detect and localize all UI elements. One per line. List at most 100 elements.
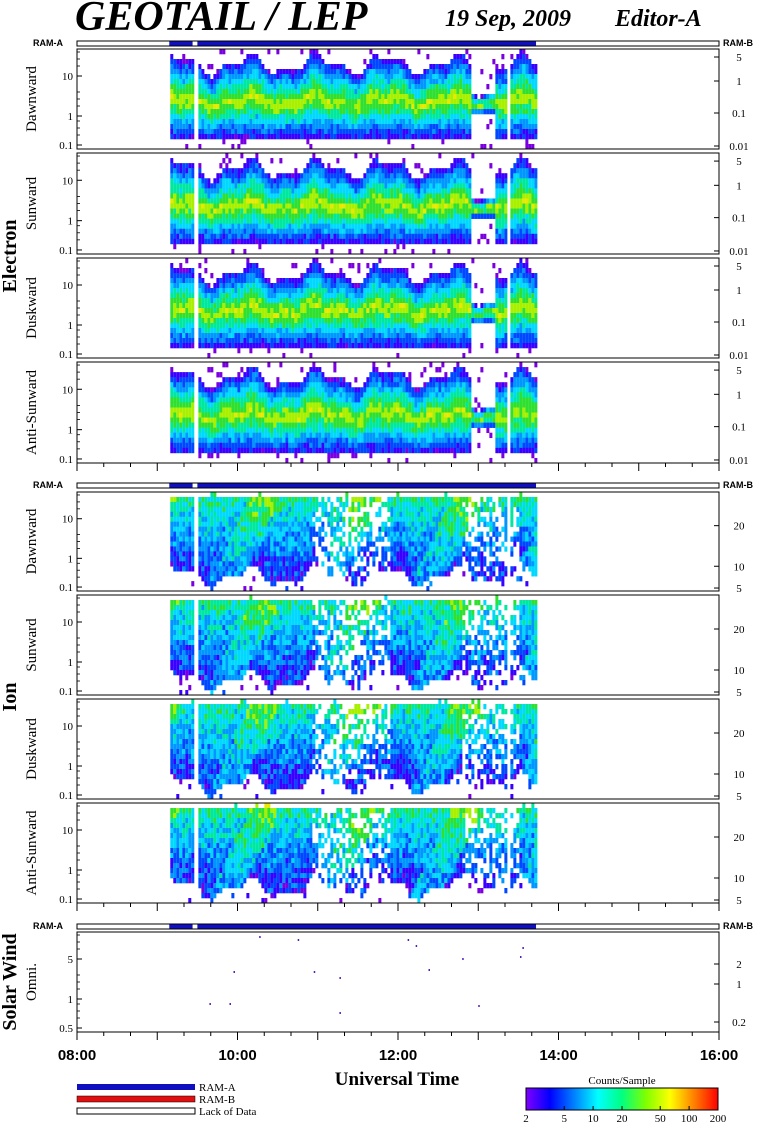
spectrogram-cell xyxy=(258,104,262,110)
spectrogram-cell xyxy=(354,283,358,289)
spectrogram-cell xyxy=(273,328,277,334)
spectrogram-cell xyxy=(294,263,298,269)
spectrogram-cell xyxy=(315,288,319,294)
spectrogram-cell xyxy=(288,233,292,240)
spectrogram-cell xyxy=(531,134,535,140)
spectrogram-cell xyxy=(276,183,280,189)
spectrogram-cell xyxy=(185,318,189,324)
spectrogram-cell xyxy=(201,124,205,130)
spectrogram-cell xyxy=(188,99,192,105)
spectrogram-cell xyxy=(348,323,352,329)
spectrogram-cell xyxy=(297,193,301,199)
spectrogram-cell xyxy=(216,278,220,284)
spectrogram-cell xyxy=(306,283,310,289)
spectrogram-cell xyxy=(366,124,370,130)
spectrogram-cell xyxy=(261,173,265,179)
spectrogram-cell xyxy=(363,328,367,334)
spectrogram-cell xyxy=(423,193,427,199)
spectrogram-cell xyxy=(294,193,298,199)
spectrogram-cell xyxy=(273,228,277,235)
spectrogram-cell xyxy=(170,313,174,319)
spectrogram-cell xyxy=(387,308,391,314)
spectrogram-cell xyxy=(510,188,514,194)
spectrogram-cell xyxy=(255,268,259,274)
spectrogram-cell xyxy=(318,213,322,219)
spectrogram-cell xyxy=(342,288,346,294)
spectrogram-cell xyxy=(216,323,220,329)
spectrogram-cell xyxy=(207,328,211,334)
spectrogram-cell xyxy=(228,104,232,110)
spectrogram-cell xyxy=(258,228,262,235)
spectrogram-cell xyxy=(351,333,355,339)
spectrogram-cell xyxy=(402,188,406,194)
spectrogram-cell xyxy=(294,283,298,289)
spectrogram-cell xyxy=(237,228,241,235)
spectrogram-cell xyxy=(243,248,247,255)
spectrogram-cell xyxy=(456,158,460,164)
spectrogram-cell xyxy=(534,213,538,219)
spectrogram-cell xyxy=(399,168,403,174)
spectrogram-cell xyxy=(255,343,259,349)
spectrogram-cell xyxy=(465,163,469,169)
spectrogram-cell xyxy=(447,114,451,120)
spectrogram-cell xyxy=(198,144,202,150)
spectrogram-cell xyxy=(185,183,189,189)
spectrogram-cell xyxy=(435,183,439,189)
spectrogram-cell xyxy=(501,94,505,100)
spectrogram-cell xyxy=(513,104,517,110)
spectrogram-cell xyxy=(444,109,448,115)
spectrogram-cell xyxy=(360,124,364,130)
spectrogram-cell xyxy=(312,208,316,214)
spectrogram-cell xyxy=(246,208,250,214)
spectrogram-cell xyxy=(447,134,451,140)
spectrogram-cell xyxy=(420,323,424,329)
spectrogram-cell xyxy=(381,313,385,319)
spectrogram-cell xyxy=(228,158,232,164)
spectrogram-cell xyxy=(345,283,349,289)
spectrogram-cell xyxy=(225,173,229,179)
spectrogram-cell xyxy=(357,183,361,189)
spectrogram-cell xyxy=(498,223,502,230)
spectrogram-cell xyxy=(318,89,322,95)
spectrogram-cell xyxy=(423,114,427,120)
spectrogram-cell xyxy=(426,203,430,209)
spectrogram-cell xyxy=(393,208,397,214)
spectrogram-cell xyxy=(288,69,292,75)
spectrogram-cell xyxy=(351,178,355,184)
spectrogram-cell xyxy=(182,283,186,289)
spectrogram-cell xyxy=(360,333,364,339)
spectrogram-cell xyxy=(213,323,217,329)
spectrogram-cell xyxy=(288,134,292,140)
spectrogram-cell xyxy=(216,318,220,324)
spectrogram-cell xyxy=(399,59,403,65)
spectrogram-cell xyxy=(429,233,433,240)
spectrogram-cell xyxy=(396,198,400,204)
spectrogram-cell xyxy=(423,238,427,245)
spectrogram-cell xyxy=(462,124,466,130)
spectrogram-cell xyxy=(188,343,192,349)
spectrogram-cell xyxy=(414,328,418,334)
spectrogram-cell xyxy=(345,278,349,284)
spectrogram-cell xyxy=(363,313,367,319)
spectrogram-cell xyxy=(381,218,385,224)
spectrogram-cell xyxy=(378,303,382,309)
spectrogram-cell xyxy=(279,278,283,284)
spectrogram-cell xyxy=(429,198,433,204)
spectrogram-cell xyxy=(234,94,238,100)
spectrogram-cell xyxy=(188,233,192,240)
spectrogram-cell xyxy=(348,124,352,130)
spectrogram-cell xyxy=(522,213,526,219)
spectrogram-cell xyxy=(204,134,208,140)
spectrogram-cell xyxy=(318,338,322,344)
spectrogram-cell xyxy=(225,188,229,194)
spectrogram-cell xyxy=(276,338,280,344)
spectrogram-cell xyxy=(198,223,202,230)
spectrogram-cell xyxy=(179,104,183,110)
spectrogram-cell xyxy=(333,293,337,299)
spectrogram-cell xyxy=(435,129,439,135)
spectrogram-cell xyxy=(450,298,454,304)
spectrogram-cell xyxy=(261,203,265,209)
spectrogram-cell xyxy=(429,343,433,349)
spectrogram-cell xyxy=(261,268,265,274)
spectrogram-cell xyxy=(264,198,268,204)
